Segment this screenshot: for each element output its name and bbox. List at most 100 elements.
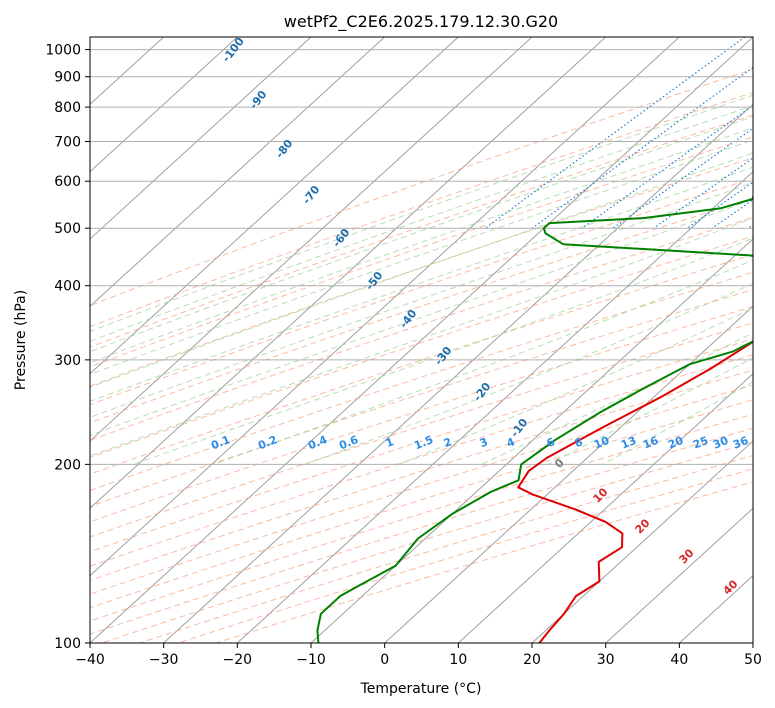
dry-adiabat-label: -80 [273, 137, 296, 161]
mixing-ratio-label: 10 [592, 434, 611, 452]
dry-adiabat-line [90, 305, 753, 523]
moist-adiabat-label: 40 [721, 577, 741, 597]
mixing-ratio-label: 3 [478, 435, 490, 450]
isotherm-line [90, 37, 753, 643]
y-tick-label: 300 [54, 353, 81, 369]
plot-frame [89, 36, 754, 644]
y-tick-label: 900 [54, 70, 81, 86]
dry-adiabat-label: -50 [363, 269, 386, 293]
temperature-line [517, 340, 753, 643]
dry-adiabat-line [139, 455, 753, 643]
dry-adiabat-label: -70 [300, 183, 323, 207]
dry-adiabat-line [90, 322, 753, 538]
x-tick-label: 50 [744, 652, 762, 668]
dry-adiabat-line [101, 441, 753, 643]
mixing-ratio-label: 30 [711, 434, 730, 452]
y-axis-ticks: 100 200 300 400 500 600 700 800 900 1000 [45, 43, 90, 652]
sounding-curves [316, 193, 753, 643]
mixing-ratio-label: 0.6 [337, 433, 360, 452]
dry-adiabat-line [90, 216, 753, 441]
mixing-ratio-label: 1.5 [412, 433, 435, 452]
moist-adiabat-label: 20 [633, 516, 653, 536]
isotherm-line [90, 37, 607, 510]
x-tick-label: −30 [149, 652, 179, 668]
y-tick-label: 200 [54, 457, 81, 473]
moist-adiabat-line [90, 181, 753, 418]
mixing-ratio-label: 1 [384, 435, 396, 450]
isotherm-line [605, 507, 753, 643]
moist-adiabat-line [398, 307, 753, 465]
chart-title: wetPf2_C2E6.2025.179.12.30.G20 [284, 12, 558, 32]
isotherm-line [90, 37, 312, 240]
dry-adiabat-line [90, 177, 753, 406]
dry-adiabat-label: -90 [247, 88, 270, 112]
isotherm-line [90, 37, 238, 173]
dry-adiabat-line [90, 114, 753, 348]
isotherm-lines [90, 37, 753, 643]
moist-adiabat-line [90, 127, 753, 364]
isotherm-line [310, 238, 753, 643]
isotherm-line [457, 372, 753, 643]
mixing-ratio-label: 8 [573, 435, 585, 450]
x-tick-label: 10 [449, 652, 467, 668]
mixing-ratio-lines [484, 37, 753, 229]
x-tick-label: −20 [223, 652, 253, 668]
x-tick-label: −40 [75, 652, 105, 668]
isotherm-line [90, 37, 459, 375]
dry-adiabat-line [90, 271, 753, 491]
isotherm-line [163, 103, 753, 643]
moist-adiabat-line [133, 237, 753, 465]
isotherm-line [384, 305, 753, 643]
isotherm-line [90, 37, 386, 308]
dewpoint-line [316, 193, 753, 643]
x-tick-label: 20 [523, 652, 541, 668]
mixing-ratio-label: 0.2 [256, 433, 279, 452]
moist-adiabat-line [90, 152, 753, 388]
mixing-ratio-label: 2 [442, 435, 454, 450]
y-tick-label: 1000 [45, 43, 81, 59]
dry-adiabat-line [90, 427, 753, 635]
x-tick-label: −10 [296, 652, 326, 668]
dry-adiabat-line [90, 384, 753, 595]
isotherm-line [90, 37, 533, 442]
mixing-ratio-label: 25 [691, 434, 710, 452]
moist-adiabat-lines [90, 94, 753, 465]
moist-adiabat-line [90, 198, 753, 436]
mixing-ratio-label: 6 [545, 435, 557, 450]
dry-adiabat-label: -30 [432, 344, 455, 368]
mixing-ratio-label: 16 [641, 434, 660, 452]
moist-adiabat-line [480, 332, 753, 465]
y-tick-label: 700 [54, 134, 81, 150]
mixing-ratio-label: 13 [619, 434, 638, 452]
y-tick-label: 800 [54, 100, 81, 116]
dry-adiabat-lines [90, 68, 753, 643]
dry-adiabat-line [90, 354, 753, 567]
moist-adiabat-line [547, 357, 753, 465]
moist-adiabat-line [90, 115, 753, 353]
mixing-ratio-label: 36 [731, 434, 750, 452]
isotherm-line [752, 642, 753, 643]
y-axis-label: Pressure (hPa) [13, 290, 29, 390]
mixing-ratio-line [484, 37, 746, 229]
isotherm-line [236, 170, 753, 643]
y-tick-label: 600 [54, 174, 81, 190]
isotherm-line [90, 37, 680, 577]
moist-adiabat-line [90, 166, 753, 402]
mixing-ratio-label: 20 [666, 434, 685, 452]
x-tick-label: 0 [380, 652, 389, 668]
moist-adiabat-line [304, 282, 753, 465]
y-tick-label: 500 [54, 221, 81, 237]
mixing-ratio-line [531, 66, 753, 229]
moist-adiabat-line [602, 381, 753, 465]
dry-adiabat-label: -40 [397, 307, 420, 331]
dry-adiabat-line [90, 68, 753, 307]
dry-adiabat-line [90, 91, 753, 328]
x-tick-label: 30 [597, 652, 615, 668]
moist-adiabat-label: 30 [677, 546, 697, 566]
mixing-ratio-label: 0.4 [306, 433, 329, 452]
x-tick-label: 40 [670, 652, 688, 668]
x-axis-label: Temperature (°C) [360, 681, 482, 697]
moist-adiabat-line [90, 94, 753, 333]
dry-adiabat-label: -60 [330, 226, 353, 250]
